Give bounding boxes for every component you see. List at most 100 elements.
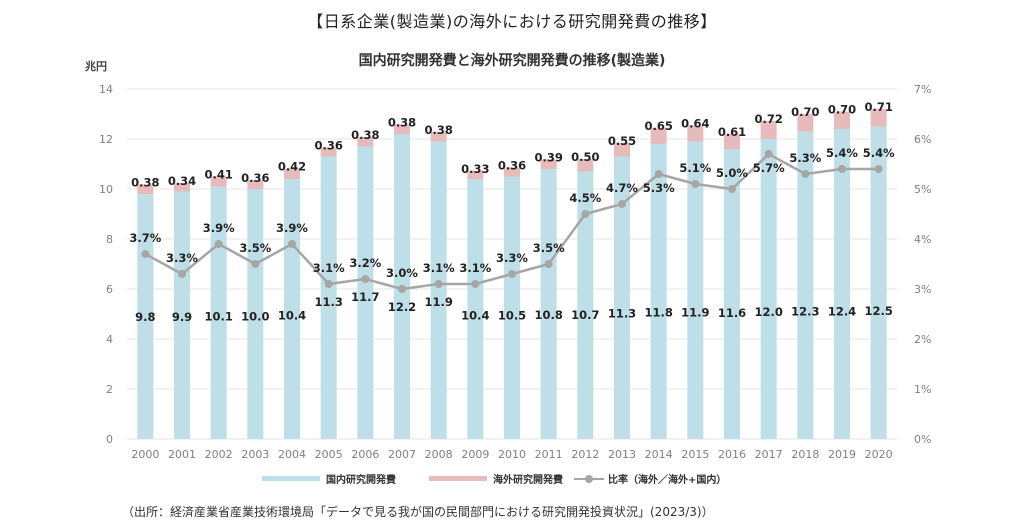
label-overseas: 0.71 <box>864 100 892 114</box>
y-tick-left: 10 <box>99 183 113 196</box>
label-ratio: 5.4% <box>826 146 858 160</box>
ratio-point <box>581 210 590 218</box>
label-ratio: 3.2% <box>349 256 381 270</box>
x-tick-label: 2004 <box>278 448 306 461</box>
outer-title: 【日系企業(製造業)の海外における研究開発費の推移】 <box>307 12 717 31</box>
bar-overseas <box>247 180 264 189</box>
source-note: （出所：経済産業省産業技術環境局「データで見る我が国の民間部門における研究開発投… <box>122 505 714 519</box>
y-tick-right: 7% <box>914 83 931 96</box>
label-domestic: 11.7 <box>351 290 379 304</box>
ratio-point <box>764 150 773 158</box>
label-overseas: 0.39 <box>534 150 562 164</box>
label-domestic: 12.3 <box>791 305 819 319</box>
x-tick-label: 2000 <box>131 448 159 461</box>
label-overseas: 0.36 <box>498 159 526 173</box>
label-ratio: 4.5% <box>569 191 601 205</box>
bar-domestic <box>357 146 374 439</box>
ratio-point <box>361 275 370 283</box>
legend-label-ratio: 比率（海外／海外+国内） <box>608 475 727 486</box>
legend-swatch-overseas <box>429 476 487 481</box>
label-overseas: 0.38 <box>351 128 379 142</box>
x-tick-label: 2007 <box>388 448 416 461</box>
ratio-point <box>178 270 186 278</box>
y-tick-left: 6 <box>106 283 113 296</box>
y-tick-left: 0 <box>106 433 113 446</box>
ratio-point <box>874 165 883 173</box>
bar-overseas <box>834 111 850 129</box>
label-overseas: 0.61 <box>718 125 746 139</box>
bar-overseas <box>760 121 777 139</box>
bar-domestic <box>760 139 777 439</box>
bar-overseas <box>174 183 190 192</box>
label-overseas: 0.72 <box>754 112 782 126</box>
label-ratio: 5.1% <box>679 161 711 175</box>
bar-domestic <box>650 144 667 439</box>
label-overseas: 0.41 <box>204 167 232 181</box>
bar-domestic <box>797 131 814 439</box>
chart-plot: 0 2 4 6 8 10 12 14 0% 1% 2% 3% 4% 5% 6% 7% 0.38 9.8 3.7%… <box>99 83 931 461</box>
label-overseas: 0.38 <box>388 116 416 130</box>
label-domestic: 12.2 <box>388 300 416 314</box>
data-labels: 0.38 9.8 3.7% 0.34 9.9 3.3% 0.41 10.1 3.9% 0.36 10… <box>129 100 895 324</box>
label-ratio: 4.7% <box>606 181 638 195</box>
label-domestic: 10.1 <box>204 309 232 323</box>
x-tick-label: 2020 <box>865 448 893 461</box>
label-ratio: 3.3% <box>166 251 198 265</box>
legend-label-overseas: 海外研究開発費 <box>493 475 563 486</box>
label-ratio: 5.7% <box>753 161 785 175</box>
bar-domestic <box>577 171 594 439</box>
legend: 国内研究開発費 海外研究開発費 比率（海外／海外+国内） <box>0 471 1024 491</box>
ratio-point <box>434 280 443 288</box>
label-ratio: 5.3% <box>789 151 821 165</box>
ratio-point <box>251 260 260 268</box>
label-domestic: 10.0 <box>241 310 269 324</box>
label-overseas: 0.64 <box>681 117 709 131</box>
bar-overseas <box>687 125 704 142</box>
label-domestic: 9.8 <box>135 310 155 324</box>
bar-domestic <box>430 141 447 439</box>
label-domestic: 11.8 <box>644 306 672 320</box>
bar-domestic <box>320 156 337 439</box>
bar-domestic <box>540 169 557 439</box>
label-ratio: 5.4% <box>863 146 895 160</box>
bar-overseas <box>357 137 374 147</box>
bar-overseas <box>650 127 667 144</box>
label-domestic: 11.9 <box>681 305 709 319</box>
ratio-line <box>141 150 883 293</box>
y-axis-left-ticks: 0 2 4 6 8 10 12 14 <box>99 83 113 446</box>
bar-overseas <box>540 159 557 169</box>
x-tick-label: 2014 <box>645 448 673 461</box>
label-overseas: 0.36 <box>314 139 342 153</box>
y-tick-right: 5% <box>914 183 931 196</box>
bar-domestic <box>687 141 704 439</box>
label-ratio: 3.5% <box>239 241 271 255</box>
bar-overseas <box>724 133 740 149</box>
y-tick-right: 2% <box>914 333 931 346</box>
label-ratio: 5.3% <box>643 181 675 195</box>
label-ratio: 3.1% <box>423 261 455 275</box>
bar-overseas <box>394 124 410 134</box>
x-tick-label: 2019 <box>828 448 856 461</box>
ratio-point <box>141 250 150 258</box>
bar-overseas <box>137 184 154 194</box>
label-domestic: 12.5 <box>864 304 892 318</box>
label-overseas: 0.34 <box>168 174 196 188</box>
ratio-point <box>288 240 296 248</box>
label-overseas: 0.55 <box>608 134 636 148</box>
label-overseas: 0.38 <box>131 176 159 190</box>
y-tick-right: 0% <box>914 433 931 446</box>
label-ratio: 3.1% <box>459 261 491 275</box>
bar-domestic <box>174 191 190 439</box>
x-tick-label: 2013 <box>608 448 636 461</box>
x-tick-label: 2018 <box>791 448 819 461</box>
x-tick-label: 2010 <box>498 448 526 461</box>
bar-domestic <box>210 186 227 439</box>
label-domestic: 12.0 <box>754 305 782 319</box>
x-tick-label: 2005 <box>315 448 343 461</box>
legend-item-domestic: 国内研究開発費 <box>262 471 396 486</box>
ratio-point <box>544 260 553 268</box>
label-overseas: 0.70 <box>828 103 856 117</box>
label-domestic: 10.4 <box>461 309 489 323</box>
bar-overseas <box>320 147 337 157</box>
ratio-point <box>618 200 626 208</box>
